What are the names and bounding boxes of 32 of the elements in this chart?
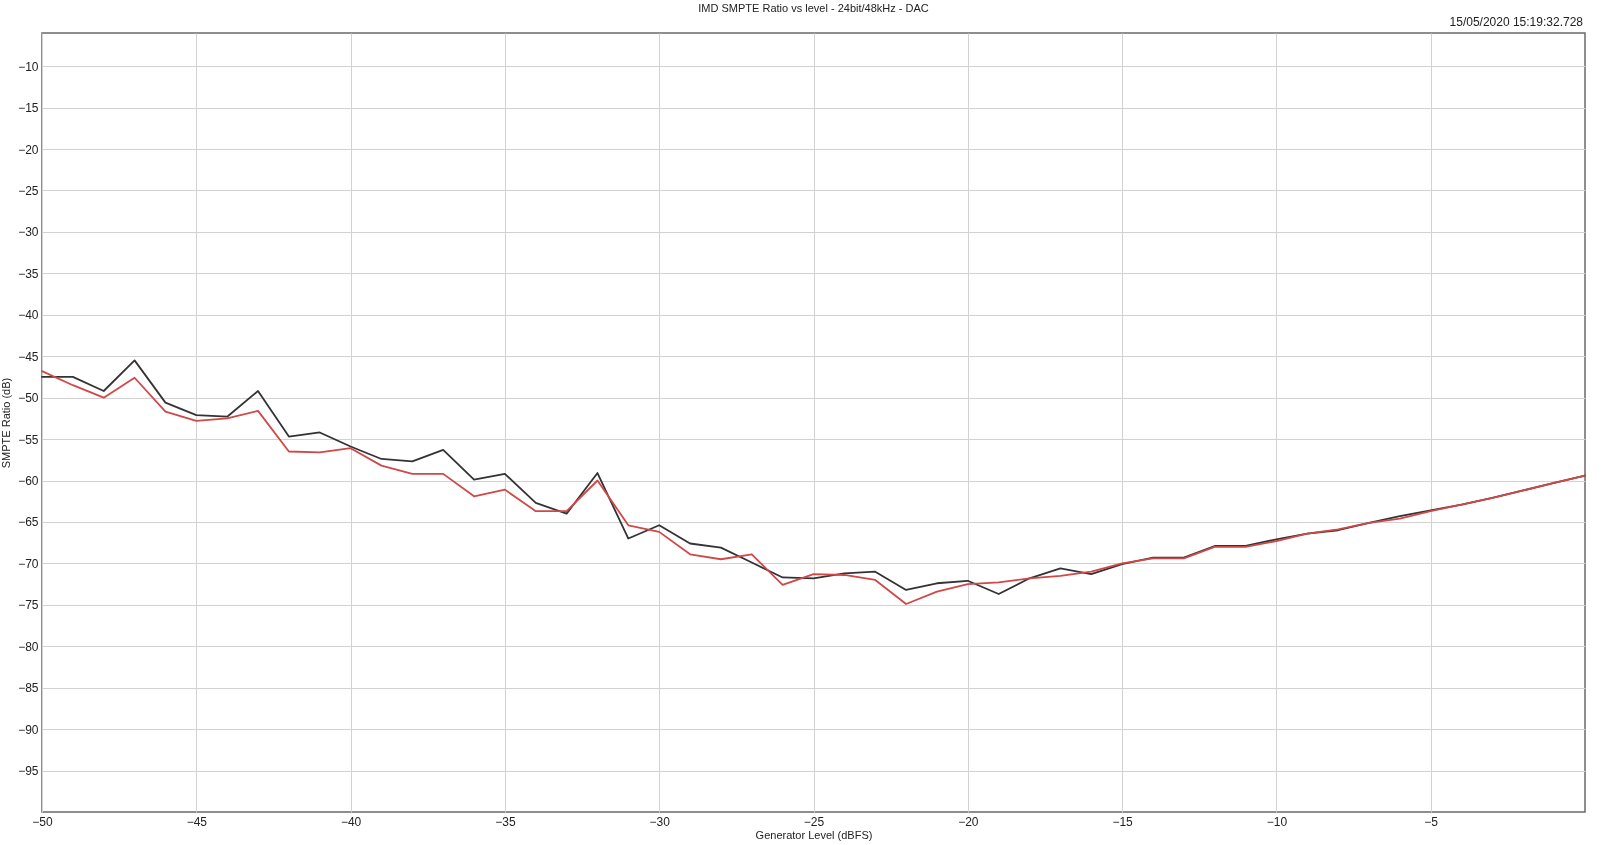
y-tick-label: −35 <box>18 266 39 281</box>
y-tick-label: −25 <box>18 183 39 198</box>
y-tick-label: −40 <box>18 308 39 323</box>
x-tick-label: −10 <box>1266 814 1288 829</box>
x-tick-label: −15 <box>1112 814 1134 829</box>
y-tick-label: −60 <box>18 474 39 489</box>
y-tick-label: −10 <box>18 59 39 74</box>
y-tick-label: −90 <box>18 722 39 737</box>
y-tick-label: −80 <box>18 639 39 654</box>
y-tick-label: −45 <box>18 349 39 364</box>
y-tick-label: −70 <box>18 556 39 571</box>
y-tick-label: −95 <box>18 764 39 779</box>
x-tick-label: −20 <box>958 814 979 829</box>
y-axis-title: SMPTE Ratio (dB) <box>0 377 13 469</box>
y-tick-label: −85 <box>18 681 39 696</box>
chart-title: IMD SMPTE Ratio vs level - 24bit/48kHz - DAC <box>698 2 929 14</box>
y-tick-label: −50 <box>18 391 39 406</box>
y-tick-label: −65 <box>18 515 39 530</box>
y-tick-label: −75 <box>18 598 39 613</box>
x-tick-label: −25 <box>803 814 825 829</box>
x-tick-label: −45 <box>186 814 208 829</box>
x-tick-label: −5 <box>1424 814 1439 829</box>
x-tick-label: −50 <box>32 814 53 829</box>
x-tick-label: −30 <box>649 814 671 829</box>
x-tick-label: −35 <box>495 814 516 829</box>
y-tick-label: −20 <box>18 142 39 157</box>
x-axis-title: Generator Level (dBFS) <box>755 828 873 841</box>
text: 15/05/2020 15:19:32.728 <box>1449 15 1584 29</box>
y-tick-label: −30 <box>18 225 39 240</box>
x-tick-label: −40 <box>340 814 362 829</box>
y-tick-label: −15 <box>18 101 39 116</box>
y-tick-label: −55 <box>18 432 39 447</box>
